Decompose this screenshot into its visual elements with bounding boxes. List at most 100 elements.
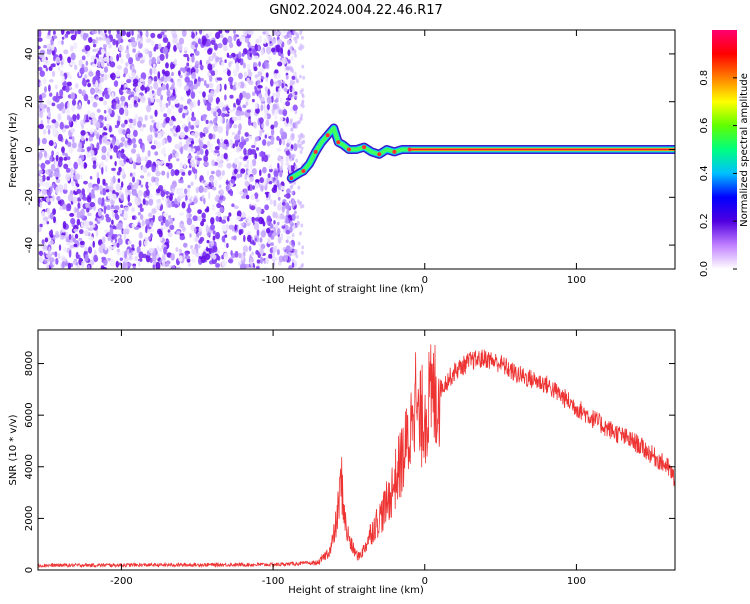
noise-speck bbox=[181, 171, 186, 176]
noise-speck bbox=[131, 72, 136, 77]
noise-speck bbox=[116, 248, 121, 253]
noise-speck bbox=[138, 240, 142, 248]
noise-speck bbox=[69, 62, 73, 66]
noise-speck bbox=[266, 177, 271, 183]
noise-speck bbox=[112, 175, 116, 184]
noise-speck bbox=[86, 187, 91, 193]
noise-speck bbox=[288, 147, 292, 152]
noise-speck bbox=[148, 212, 153, 218]
noise-speck bbox=[255, 250, 259, 255]
noise-speck bbox=[278, 87, 282, 93]
noise-speck bbox=[263, 114, 268, 120]
noise-speck bbox=[99, 30, 104, 36]
noise-speck bbox=[144, 200, 149, 206]
noise-speck bbox=[96, 220, 101, 224]
noise-speck bbox=[87, 99, 91, 105]
noise-speck bbox=[162, 215, 166, 224]
noise-speck bbox=[46, 35, 52, 40]
noise-speck bbox=[44, 160, 51, 165]
noise-speck bbox=[73, 228, 79, 232]
noise-speck bbox=[186, 82, 192, 86]
noise-speck bbox=[70, 52, 76, 61]
noise-speck bbox=[294, 53, 297, 58]
noise-speck bbox=[81, 55, 86, 61]
noise-speck bbox=[102, 33, 106, 41]
noise-speck bbox=[107, 192, 111, 200]
noise-speck bbox=[187, 262, 192, 267]
noise-speck bbox=[300, 141, 304, 146]
noise-speck bbox=[255, 198, 260, 203]
noise-speck bbox=[267, 173, 271, 179]
noise-speck bbox=[183, 242, 188, 248]
noise-speck bbox=[282, 215, 287, 220]
noise-speck bbox=[178, 141, 183, 149]
noise-speck bbox=[225, 106, 229, 111]
noise-speck bbox=[284, 251, 287, 256]
noise-speck bbox=[241, 52, 245, 57]
noise-speck bbox=[157, 71, 161, 80]
noise-speck bbox=[147, 150, 151, 157]
noise-speck bbox=[55, 258, 59, 265]
noise-speck bbox=[92, 48, 98, 53]
noise-speck bbox=[132, 176, 135, 183]
noise-speck bbox=[104, 229, 109, 233]
noise-speck bbox=[103, 100, 108, 106]
noise-speck bbox=[295, 158, 298, 163]
noise-speck bbox=[46, 190, 52, 197]
noise-speck bbox=[128, 103, 133, 109]
noise-speck bbox=[290, 190, 294, 195]
noise-speck bbox=[51, 119, 57, 124]
noise-speck bbox=[188, 213, 192, 218]
noise-speck bbox=[250, 263, 254, 268]
noise-speck bbox=[42, 77, 47, 85]
noise-speck bbox=[149, 115, 154, 120]
noise-speck bbox=[76, 148, 82, 153]
noise-speck bbox=[131, 137, 137, 144]
noise-speck bbox=[189, 233, 192, 238]
noise-speck bbox=[280, 185, 286, 191]
noise-speck bbox=[206, 239, 210, 244]
noise-speck bbox=[43, 260, 48, 264]
noise-speck bbox=[190, 125, 195, 130]
noise-speck bbox=[158, 43, 162, 50]
noise-speck bbox=[251, 158, 257, 167]
noise-speck bbox=[262, 166, 267, 174]
noise-speck bbox=[190, 84, 194, 93]
noise-speck bbox=[65, 167, 71, 173]
noise-speck bbox=[68, 249, 72, 258]
noise-speck bbox=[140, 207, 144, 212]
noise-speck bbox=[252, 121, 257, 128]
noise-speck bbox=[59, 121, 64, 130]
noise-speck bbox=[70, 217, 76, 225]
noise-speck bbox=[47, 118, 50, 124]
noise-speck bbox=[212, 254, 217, 260]
noise-speck bbox=[254, 102, 258, 109]
noise-speck bbox=[233, 205, 239, 209]
noise-speck bbox=[132, 250, 138, 255]
noise-speck bbox=[52, 208, 56, 216]
noise-speck bbox=[285, 202, 290, 208]
noise-speck bbox=[88, 182, 93, 189]
noise-speck bbox=[162, 47, 168, 55]
noise-speck bbox=[191, 41, 197, 46]
noise-speck bbox=[243, 71, 248, 79]
noise-speck bbox=[96, 142, 100, 151]
noise-speck bbox=[270, 124, 275, 130]
y-tick-label: 0 bbox=[24, 146, 35, 152]
noise-speck bbox=[101, 145, 107, 154]
noise-speck bbox=[260, 185, 264, 192]
noise-speck bbox=[212, 235, 216, 241]
noise-speck bbox=[181, 201, 186, 209]
noise-speck bbox=[285, 162, 290, 166]
noise-speck bbox=[49, 197, 53, 202]
noise-speck bbox=[167, 217, 171, 222]
noise-speck bbox=[207, 48, 213, 55]
noise-speck bbox=[44, 86, 47, 93]
noise-speck bbox=[115, 139, 120, 147]
noise-speck bbox=[165, 162, 170, 167]
noise-speck bbox=[286, 235, 291, 240]
noise-speck bbox=[301, 94, 305, 99]
noise-speck bbox=[294, 121, 298, 126]
noise-speck bbox=[198, 185, 204, 193]
noise-speck bbox=[281, 57, 288, 65]
